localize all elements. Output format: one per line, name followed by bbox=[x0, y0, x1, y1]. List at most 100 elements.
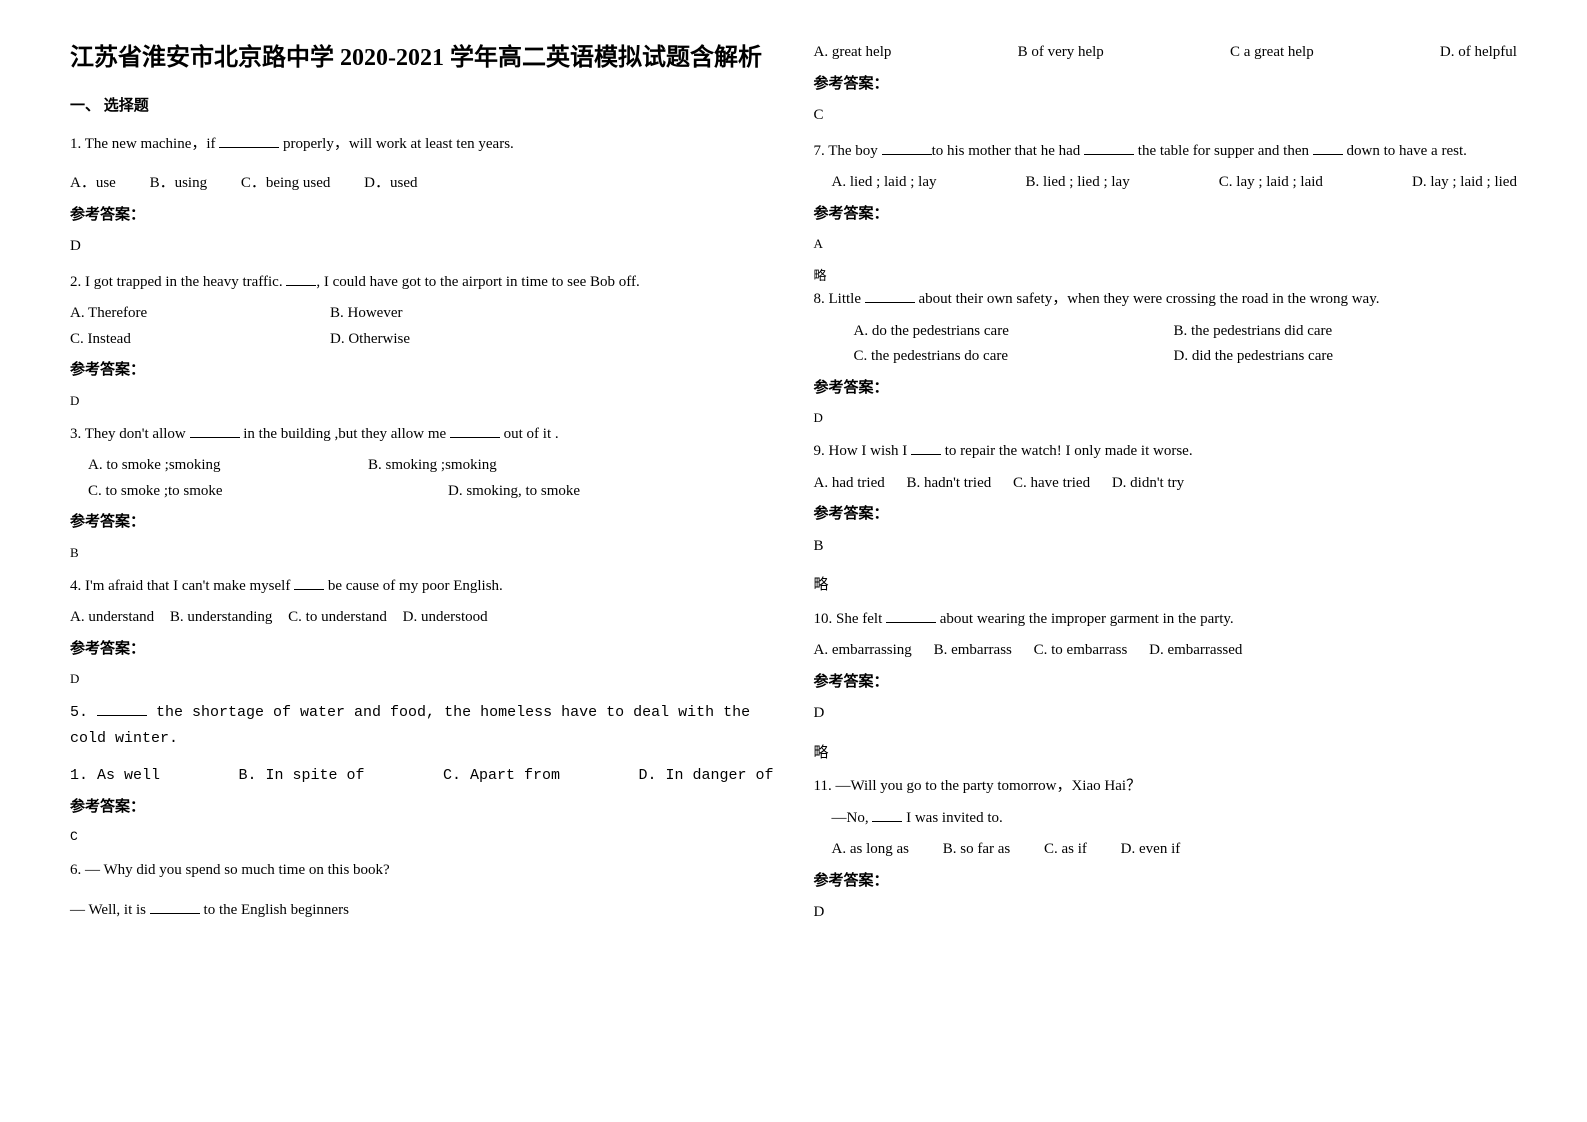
q7-text-d: down to have a rest. bbox=[1343, 143, 1467, 159]
q5-answer: C bbox=[70, 826, 774, 848]
q5-opt-a: 1. As well bbox=[70, 763, 160, 789]
question-5: 5. the shortage of water and food, the h… bbox=[70, 700, 774, 751]
q10-opt-a: A. embarrassing bbox=[814, 638, 912, 664]
answer-label: 参考答案： bbox=[814, 502, 1518, 528]
q1-text-a: 1. The new machine，if bbox=[70, 136, 219, 152]
blank bbox=[150, 898, 200, 914]
question-6-line1: 6. — Why did you spend so much time on t… bbox=[70, 858, 774, 884]
blank bbox=[882, 139, 932, 155]
q2-opt-b: B. However bbox=[330, 301, 402, 327]
answer-label: 参考答案： bbox=[814, 202, 1518, 228]
q7-answer: A bbox=[814, 233, 1518, 255]
q7-text-b: to his mother that he had bbox=[932, 143, 1084, 159]
question-11-line2: —No, I was invited to. bbox=[814, 806, 1518, 832]
blank bbox=[286, 270, 316, 286]
q7-opt-c: C. lay ; laid ; laid bbox=[1219, 170, 1323, 196]
question-2: 2. I got trapped in the heavy traffic. ,… bbox=[70, 270, 774, 296]
q6-opt-a: A. great help bbox=[814, 40, 892, 66]
q10-answer: D bbox=[814, 701, 1518, 727]
q5-text-a: 5. bbox=[70, 704, 97, 721]
q11-opt-c: C. as if bbox=[1044, 837, 1087, 863]
q8-opt-c: C. the pedestrians do care bbox=[854, 344, 1114, 370]
q8-text-b: about their own safety，when they were cr… bbox=[915, 291, 1380, 307]
q10-opt-c: C. to embarrass bbox=[1034, 638, 1128, 664]
q9-text-a: 9. How I wish I bbox=[814, 443, 912, 459]
q6-answer: C bbox=[814, 103, 1518, 129]
q10-opt-b: B. embarrass bbox=[934, 638, 1012, 664]
answer-label: 参考答案： bbox=[70, 203, 774, 229]
q11-text-a: —No, bbox=[832, 810, 873, 826]
q4-opt-d: D. understood bbox=[403, 605, 488, 631]
q11-opt-a: A. as long as bbox=[832, 837, 910, 863]
blank bbox=[97, 700, 147, 716]
q1-opt-a: A．use bbox=[70, 171, 116, 197]
q2-opt-d: D. Otherwise bbox=[330, 327, 410, 353]
q8-text-a: 8. Little bbox=[814, 291, 865, 307]
blank bbox=[219, 132, 279, 148]
q3-text-b: in the building ,but they allow me bbox=[240, 426, 450, 442]
answer-label: 参考答案： bbox=[814, 72, 1518, 98]
q10-opt-d: D. embarrassed bbox=[1149, 638, 1242, 664]
q7-opt-d: D. lay ; laid ; lied bbox=[1412, 170, 1517, 196]
q2-answer: D bbox=[70, 390, 774, 412]
q4-text-a: 4. I'm afraid that I can't make myself bbox=[70, 578, 294, 594]
q4-opt-c: C. to understand bbox=[288, 605, 387, 631]
q2-text-b: , I could have got to the airport in tim… bbox=[316, 274, 639, 290]
q11-opt-d: D. even if bbox=[1121, 837, 1181, 863]
q1-answer: D bbox=[70, 234, 774, 260]
q1-opt-c: C．being used bbox=[241, 171, 331, 197]
q10-options: A. embarrassing B. embarrass C. to embar… bbox=[814, 638, 1518, 664]
q7-text-a: 7. The boy bbox=[814, 143, 882, 159]
q1-text-b: properly，will work at least ten years. bbox=[279, 136, 514, 152]
blank bbox=[190, 422, 240, 438]
left-column: 江苏省淮安市北京路中学 2020-2021 学年高二英语模拟试题含解析 一、 选… bbox=[50, 40, 794, 1082]
answer-label: 参考答案： bbox=[70, 358, 774, 384]
q8-options: A. do the pedestrians care B. the pedest… bbox=[814, 319, 1518, 370]
question-4: 4. I'm afraid that I can't make myself b… bbox=[70, 574, 774, 600]
q7-opt-b: B. lied ; lied ; lay bbox=[1026, 170, 1130, 196]
q9-answer: B bbox=[814, 534, 1518, 560]
blank bbox=[1313, 139, 1343, 155]
question-11-line1: 11. —Will you go to the party tomorrow，X… bbox=[814, 774, 1518, 800]
q11-text-b: I was invited to. bbox=[902, 810, 1002, 826]
q10-text-b: about wearing the improper garment in th… bbox=[936, 611, 1234, 627]
q9-text-b: to repair the watch! I only made it wors… bbox=[941, 443, 1193, 459]
answer-label: 参考答案： bbox=[814, 376, 1518, 402]
q4-opt-b: B. understanding bbox=[170, 605, 273, 631]
q6-text-a: — Well, it is bbox=[70, 902, 150, 918]
q9-options: A. had tried B. hadn't tried C. have tri… bbox=[814, 471, 1518, 497]
q5-opt-c: C. Apart from bbox=[443, 763, 560, 789]
blank bbox=[865, 287, 915, 303]
blank bbox=[450, 422, 500, 438]
q3-text-c: out of it . bbox=[500, 426, 559, 442]
question-8: 8. Little about their own safety，when th… bbox=[814, 287, 1518, 313]
q11-options: A. as long as B. so far as C. as if D. e… bbox=[814, 837, 1518, 863]
q1-opt-b: B．using bbox=[150, 171, 208, 197]
q9-opt-a: A. had tried bbox=[814, 471, 885, 497]
question-7: 7. The boy to his mother that he had the… bbox=[814, 139, 1518, 165]
q2-options: A. Therefore B. However C. Instead D. Ot… bbox=[70, 301, 774, 352]
q5-opt-b: B. In spite of bbox=[238, 763, 364, 789]
question-3: 3. They don't allow in the building ,but… bbox=[70, 422, 774, 448]
q7-text-c: the table for supper and then bbox=[1134, 143, 1313, 159]
q3-answer: B bbox=[70, 542, 774, 564]
q8-opt-a: A. do the pedestrians care bbox=[854, 319, 1114, 345]
question-9: 9. How I wish I to repair the watch! I o… bbox=[814, 439, 1518, 465]
q5-options: 1. As well B. In spite of C. Apart from … bbox=[70, 763, 774, 789]
q2-opt-a: A. Therefore bbox=[70, 301, 270, 327]
answer-label: 参考答案： bbox=[70, 795, 774, 821]
q9-opt-d: D. didn't try bbox=[1112, 471, 1184, 497]
q3-opt-a: A. to smoke ;smoking bbox=[88, 453, 308, 479]
q7-omit: 略 bbox=[814, 265, 1518, 287]
answer-label: 参考答案： bbox=[814, 670, 1518, 696]
q6-opt-d: D. of helpful bbox=[1440, 40, 1517, 66]
q6-opt-c: C a great help bbox=[1230, 40, 1314, 66]
question-6-line2: — Well, it is to the English beginners bbox=[70, 898, 774, 924]
blank bbox=[294, 574, 324, 590]
page-title: 江苏省淮安市北京路中学 2020-2021 学年高二英语模拟试题含解析 bbox=[70, 40, 774, 76]
q8-opt-b: B. the pedestrians did care bbox=[1174, 319, 1333, 345]
q4-opt-a: A. understand bbox=[70, 605, 154, 631]
q5-opt-d: D. In danger of bbox=[638, 763, 773, 789]
blank bbox=[1084, 139, 1134, 155]
q3-options: A. to smoke ;smoking B. smoking ;smoking… bbox=[70, 453, 774, 504]
